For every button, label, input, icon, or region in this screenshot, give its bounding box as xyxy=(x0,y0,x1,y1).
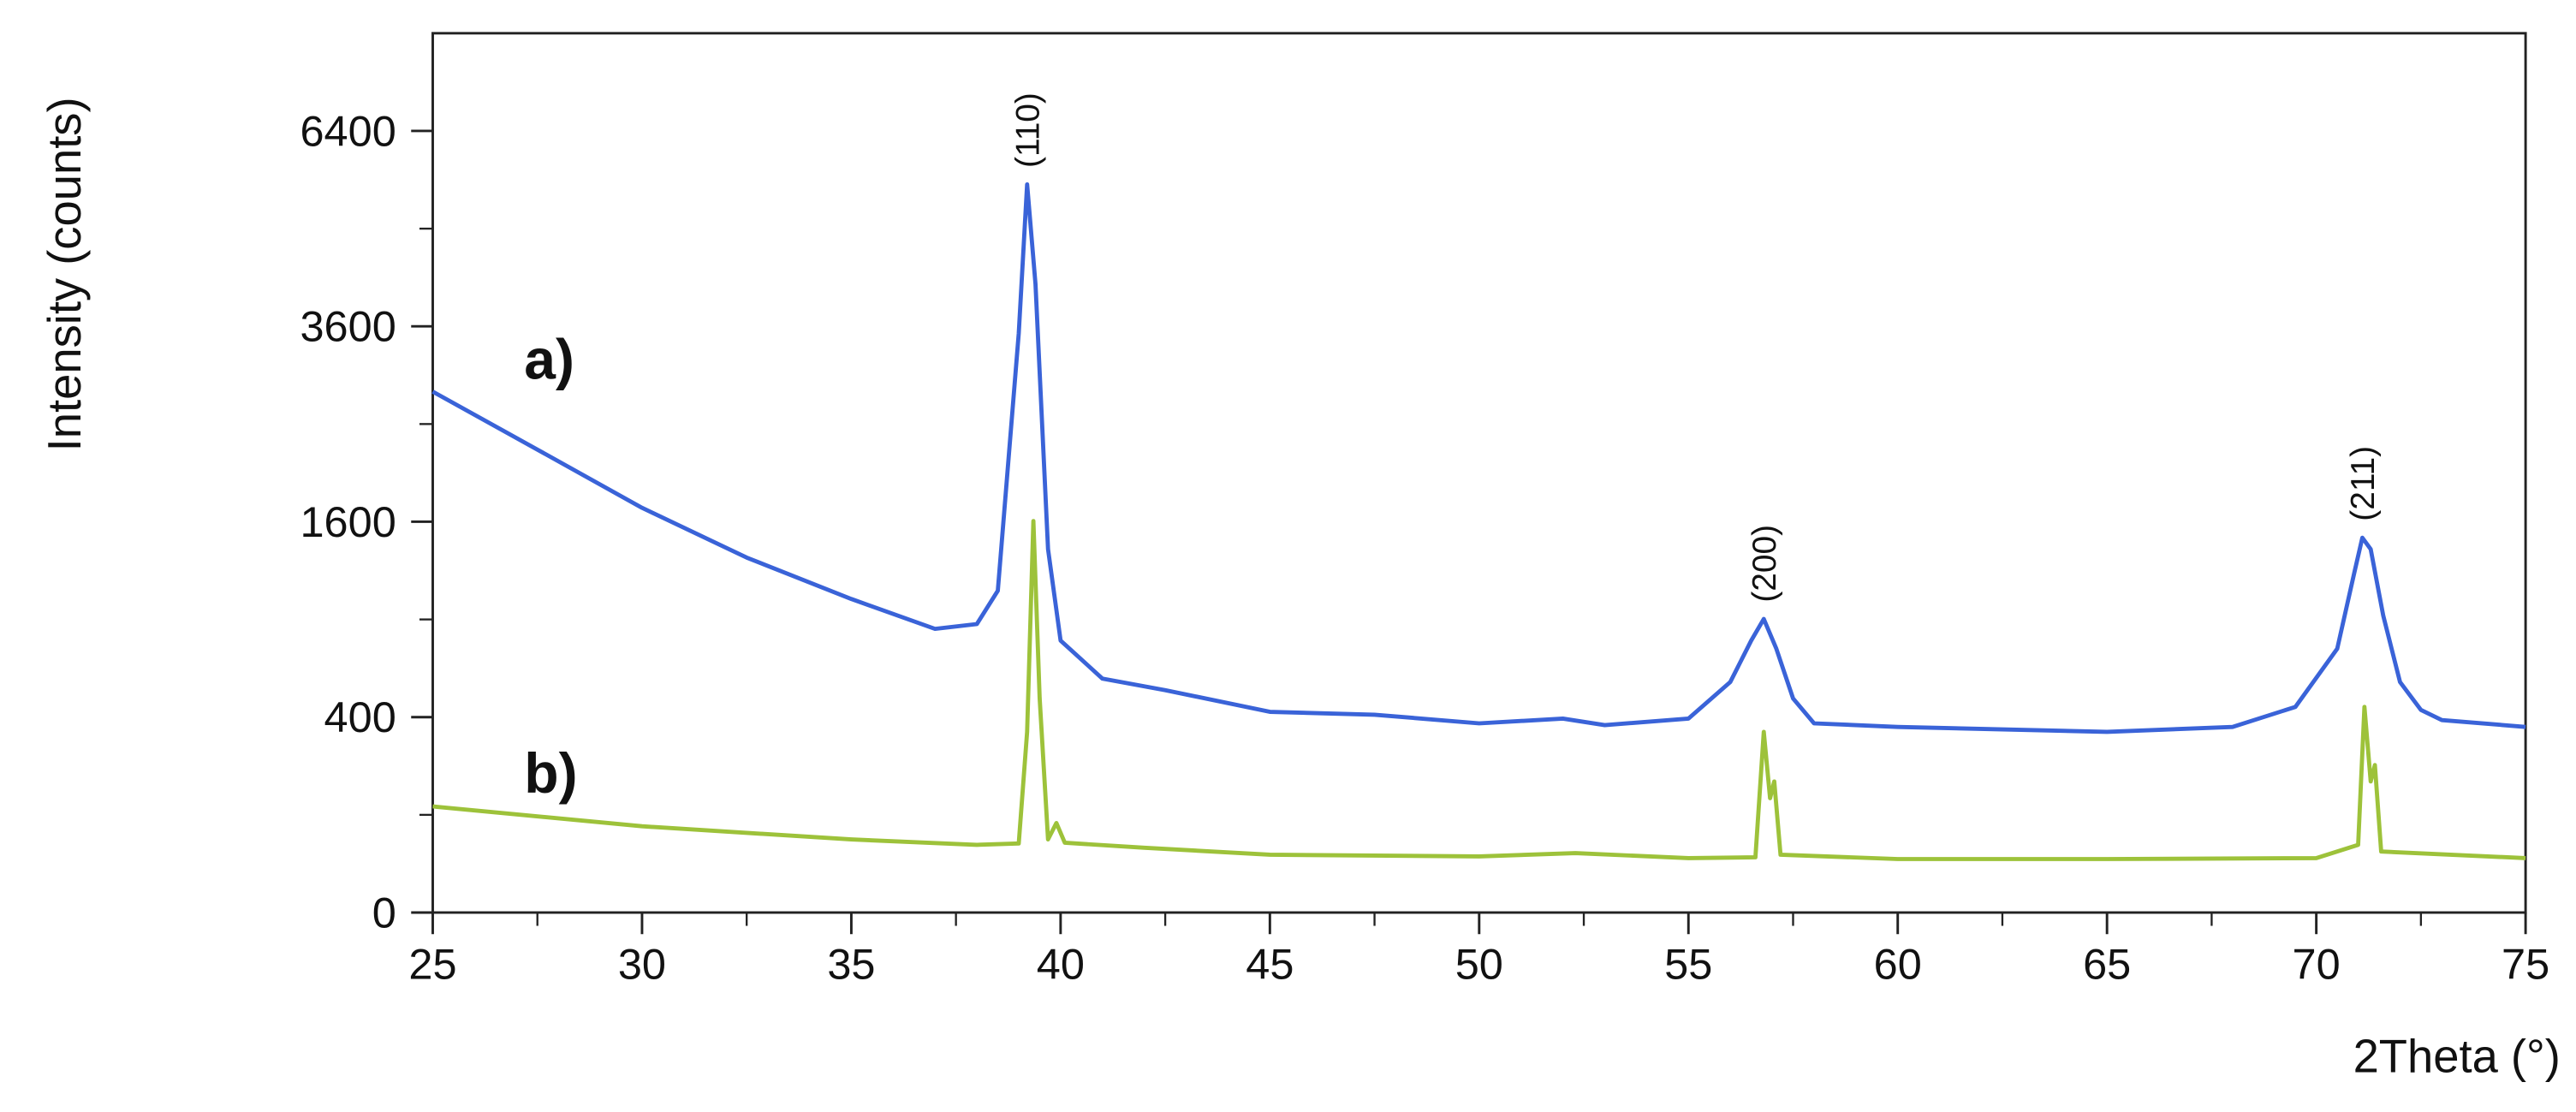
y-tick-label: 400 xyxy=(324,693,396,741)
x-tick-label: 25 xyxy=(408,940,456,989)
peak-annotation: (200) xyxy=(1746,525,1783,603)
x-tick-label: 55 xyxy=(1664,940,1712,989)
peak-annotation: (211) xyxy=(2345,446,2382,521)
y-axis-label: Intensity (counts) xyxy=(39,97,91,451)
x-tick-label: 50 xyxy=(1455,940,1503,989)
y-tick-label: 3600 xyxy=(300,302,396,351)
series-label: a) xyxy=(524,328,574,391)
x-tick-label: 75 xyxy=(2502,940,2549,989)
x-tick-label: 70 xyxy=(2293,940,2341,989)
x-tick-label: 60 xyxy=(1874,940,1922,989)
x-tick-label: 40 xyxy=(1037,940,1085,989)
x-tick-label: 35 xyxy=(827,940,875,989)
x-tick-label: 45 xyxy=(1246,940,1294,989)
series-label: b) xyxy=(524,741,577,805)
y-tick-label: 0 xyxy=(372,888,396,937)
x-axis-label: 2Theta (°) xyxy=(2353,1030,2561,1082)
x-tick-label: 65 xyxy=(2083,940,2131,989)
plot-frame xyxy=(431,32,2527,914)
y-tick-label: 6400 xyxy=(300,106,396,155)
x-tick-label: 30 xyxy=(618,940,666,989)
series-line xyxy=(432,519,2526,861)
peak-annotation: (110) xyxy=(1009,92,1046,168)
y-tick-label: 1600 xyxy=(300,497,396,546)
series-line xyxy=(431,181,2526,734)
